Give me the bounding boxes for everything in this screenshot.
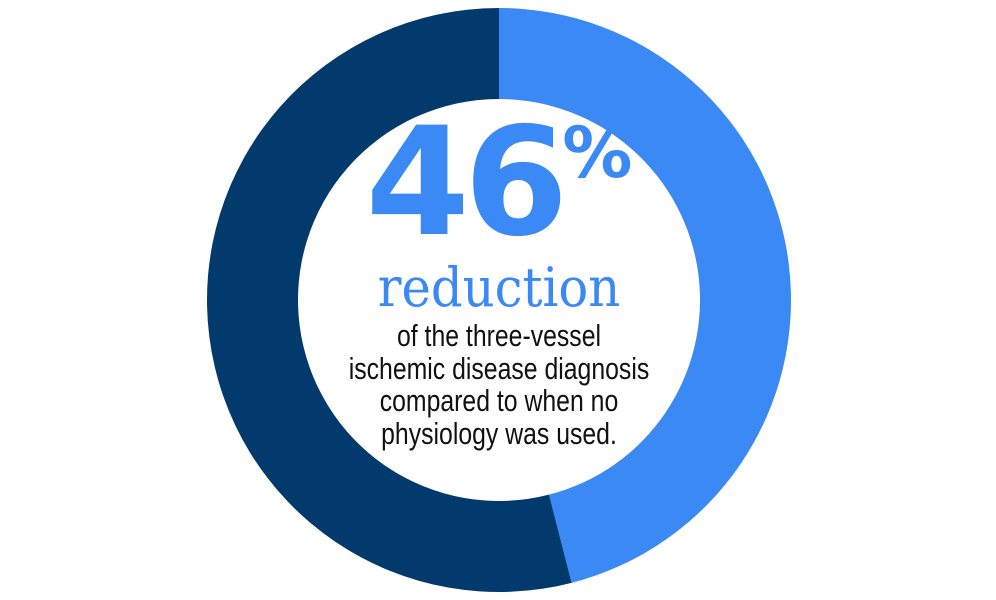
description-line: of the three-vessel (396, 318, 602, 353)
donut-slice-remainder (207, 7, 572, 592)
headline-number: 46 (365, 96, 569, 270)
description-line: physiology was used. (381, 415, 617, 451)
donut-slice-reduction (499, 8, 792, 583)
description-line: compared to when no (379, 383, 619, 418)
description-line: ischemic disease diagnosis (348, 350, 650, 386)
headline-value: 46% (299, 108, 699, 258)
description: of the three-vessel ischemic disease dia… (315, 318, 683, 451)
headline-unit: % (562, 112, 633, 194)
headline-label: reduction (377, 256, 621, 319)
